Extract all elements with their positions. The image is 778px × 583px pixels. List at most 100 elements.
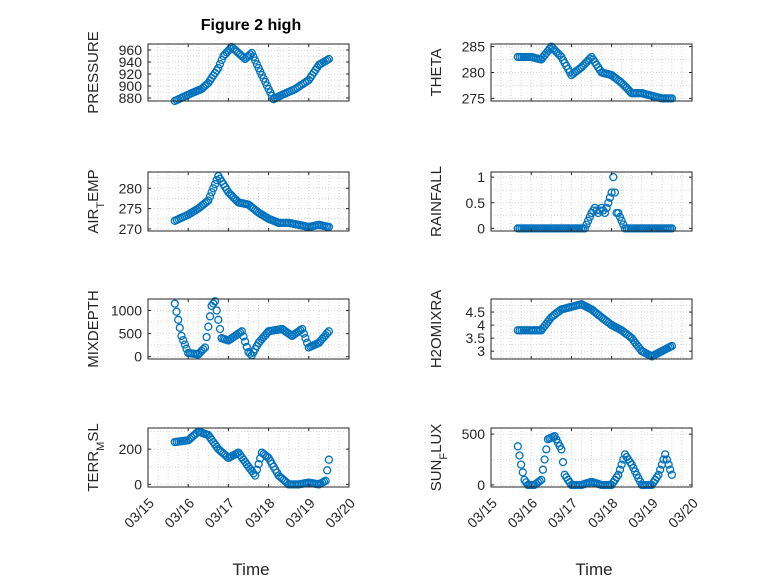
axes-box: [490, 298, 693, 360]
data-point: [202, 332, 211, 342]
y-axis-label-text: THETA: [428, 48, 445, 96]
subplot-h2omixra: 33.544.5 H2OMIXRA: [428, 290, 693, 368]
data-point: [537, 475, 546, 485]
axes-box: [147, 43, 350, 102]
data-point: [209, 184, 218, 193]
data-point: [321, 476, 330, 485]
y-tick-label: 900: [119, 78, 143, 94]
data-point: [210, 180, 220, 189]
data-point: [615, 465, 625, 474]
data-point: [582, 220, 591, 229]
y-tick-label: 0: [134, 349, 142, 365]
data-point: [209, 299, 218, 308]
data-point: [540, 455, 549, 464]
data-point: [605, 193, 615, 202]
data-point: [215, 324, 225, 334]
y-axis-label-text: AIR: [85, 208, 102, 233]
y-axis-label: AIRTEMP: [85, 169, 107, 233]
data-point: [659, 455, 668, 464]
y-axis-label-text: MIXDEPTH: [85, 290, 102, 368]
data-point: [242, 342, 251, 352]
y-axis-label: SUNFLUX: [428, 424, 450, 492]
data-point: [239, 53, 248, 62]
subplot-mixdepth: 0 500 1000 MIXDEPTH: [85, 290, 350, 368]
y-axis-label-text: SUN: [428, 460, 445, 492]
data-point: [214, 315, 223, 324]
y-tick-label: 270: [119, 221, 143, 237]
data-point: [607, 188, 616, 197]
data-point: [604, 198, 613, 207]
data-point: [225, 44, 235, 53]
data-point: [215, 59, 225, 69]
data-point: [299, 329, 308, 338]
data-point: [251, 56, 260, 65]
data-point: [324, 455, 334, 464]
data-point: [558, 457, 568, 467]
data-point: [513, 442, 522, 451]
data-point: [545, 44, 554, 53]
data-point: [580, 224, 589, 233]
data-point: [615, 212, 625, 222]
y-axis-label: TERRMSL: [85, 423, 107, 491]
y-axis-label: MIXDEPTH: [85, 290, 102, 368]
subplot-rainfall: 0 0.5 1 RAINFALL: [428, 166, 693, 237]
axes-box: [147, 427, 350, 488]
y-tick-label: 275: [462, 90, 486, 106]
y-axis-label-rest: LUX: [428, 424, 445, 453]
data-point: [585, 212, 594, 222]
y-tick-label: 940: [119, 54, 143, 70]
y-tick-label: 4: [477, 317, 485, 333]
x-axis-label-left: Time: [232, 560, 269, 579]
data-point: [180, 340, 190, 349]
y-tick-label: 1: [477, 169, 485, 185]
y-tick-label: 0: [477, 220, 485, 236]
y-axis-label-text: H2OMIXRA: [428, 290, 445, 368]
data-point: [205, 312, 215, 321]
data-point: [252, 465, 262, 474]
data-point: [617, 460, 626, 469]
data-point: [600, 208, 610, 218]
data-point: [251, 471, 260, 480]
data-point: [200, 343, 210, 352]
data-point: [614, 470, 623, 479]
y-axis-label-text: PRESSURE: [85, 31, 102, 114]
y-axis-label-text: RAINFALL: [428, 166, 445, 237]
data-point: [518, 468, 527, 477]
data-point: [324, 222, 334, 232]
data-point: [324, 327, 334, 336]
y-tick-label: 3: [477, 343, 485, 359]
data-point: [239, 332, 248, 341]
y-tick-label: 0: [477, 477, 485, 493]
x-axis-label-right: Time: [575, 560, 612, 579]
y-tick-label: 275: [119, 201, 143, 217]
y-axis-label-subscript: T: [95, 202, 107, 209]
figure-title: Figure 2 high: [201, 17, 301, 34]
data-point: [237, 327, 246, 336]
y-axis-label-rest: SL: [85, 423, 102, 441]
data-point: [583, 216, 593, 225]
data-point: [323, 466, 332, 475]
data-point: [297, 324, 307, 334]
data-point: [172, 307, 181, 316]
y-tick-label: 880: [119, 90, 143, 106]
data-point: [199, 345, 208, 354]
y-tick-label: 285: [462, 39, 486, 55]
axes-box: [490, 427, 693, 488]
data-point: [204, 322, 213, 331]
data-point: [323, 329, 332, 338]
data-point: [247, 48, 256, 58]
data-point: [542, 445, 551, 454]
y-tick-label: 0.5: [466, 195, 486, 211]
y-tick-label: 1000: [111, 303, 142, 319]
data-point: [667, 224, 677, 233]
data-point: [204, 196, 213, 205]
data-point: [205, 192, 215, 201]
y-axis-label-subscript: M: [95, 442, 107, 451]
data-point: [667, 470, 677, 479]
y-tick-label: 960: [119, 42, 143, 58]
y-tick-label: 280: [462, 65, 486, 81]
data-point: [656, 465, 665, 474]
y-tick-label: 500: [119, 326, 143, 342]
